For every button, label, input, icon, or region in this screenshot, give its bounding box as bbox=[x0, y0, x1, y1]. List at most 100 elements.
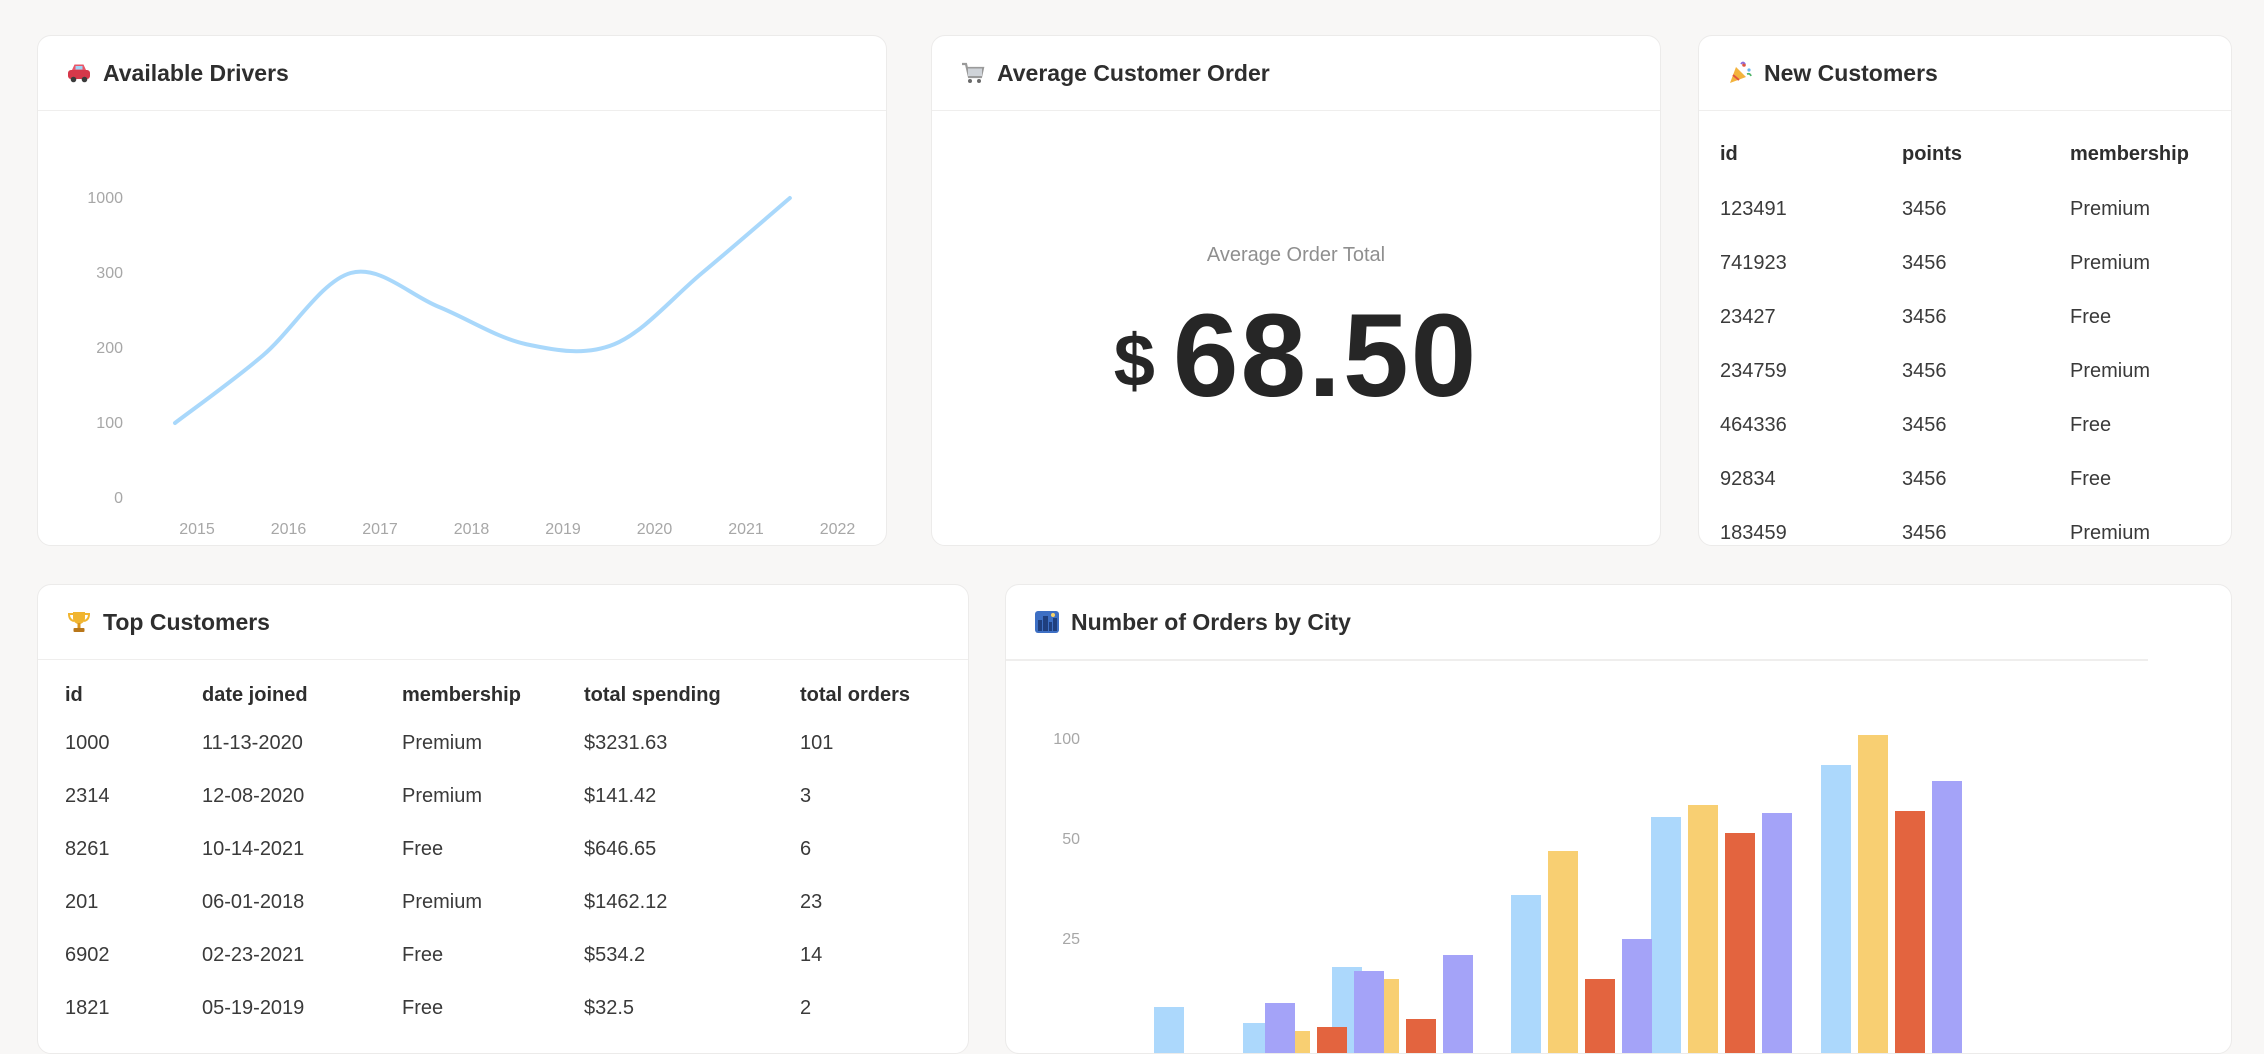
table-row: 123491 3456 Premium bbox=[1720, 182, 2230, 236]
cell-total-orders: 6 bbox=[800, 838, 812, 860]
city-bar bbox=[1858, 735, 1888, 1053]
top-customers-card: Top Customers id date joined membership … bbox=[37, 584, 969, 1054]
average-order-caption: Average Order Total bbox=[1206, 244, 1386, 266]
cell-date-joined: 02-23-2021 bbox=[202, 944, 305, 966]
new-customers-table: id points membership 123491 3456 Premium 7… bbox=[1720, 126, 2230, 545]
column-header: total spending bbox=[584, 683, 721, 706]
table-row: 183459 3456 Premium bbox=[1720, 506, 2230, 545]
cell-id: 1000 bbox=[65, 732, 110, 754]
table-row: 23427 3456 Free bbox=[1720, 290, 2230, 344]
x-tick-label: 2017 bbox=[362, 521, 398, 538]
table-row: 1000 11-13-2020 Premium $3231.63 101 bbox=[65, 717, 940, 770]
column-header: points bbox=[1902, 142, 1962, 165]
card-title: Number of Orders by City bbox=[1071, 608, 1351, 635]
card-title: Available Drivers bbox=[103, 59, 289, 86]
y-tick-label: 0 bbox=[114, 490, 123, 507]
orders-by-city-bar-chart: 25 50 100 bbox=[1053, 731, 1962, 1053]
drivers-line-chart: 0 100 200 300 1000 2015 2016 2017 2018 2019 2020 20… bbox=[87, 190, 856, 538]
x-tick-label: 2016 bbox=[271, 521, 307, 538]
city-bar bbox=[1762, 813, 1792, 1053]
table-row: 2314 12-08-2020 Premium $141.42 3 bbox=[65, 770, 940, 823]
table-header-row: id date joined membership total spending… bbox=[65, 673, 940, 717]
cell-id: 183459 bbox=[1720, 521, 1787, 544]
cell-date-joined: 12-08-2020 bbox=[202, 785, 305, 807]
cell-membership: Free bbox=[2070, 467, 2112, 490]
x-tick-label: 2019 bbox=[545, 521, 581, 538]
city-bar bbox=[1511, 895, 1541, 1053]
average-order-number: 68.50 bbox=[1172, 290, 1479, 422]
cell-total-orders: 14 bbox=[800, 944, 823, 966]
card-title: Top Customers bbox=[103, 608, 270, 635]
table-header-row: id points membership bbox=[1720, 126, 2230, 182]
cell-total-spending: $141.42 bbox=[584, 785, 657, 807]
y-tick-label: 25 bbox=[1062, 931, 1080, 948]
cell-id: 6902 bbox=[65, 944, 110, 966]
column-header: id bbox=[1720, 142, 1738, 165]
cell-membership: Free bbox=[402, 944, 444, 966]
top-customers-table: id date joined membership total spending… bbox=[65, 673, 940, 1035]
cell-date-joined: 06-01-2018 bbox=[202, 891, 305, 913]
cell-membership: Premium bbox=[2070, 359, 2151, 382]
cell-total-orders: 23 bbox=[800, 891, 823, 913]
cell-date-joined: 11-13-2020 bbox=[202, 732, 303, 754]
city-bar bbox=[1932, 781, 1962, 1053]
y-tick-label: 300 bbox=[96, 265, 123, 282]
city-bar bbox=[1265, 1003, 1295, 1053]
table-row: 92834 3456 Free bbox=[1720, 452, 2230, 506]
cell-total-spending: $3231.63 bbox=[584, 732, 668, 754]
cell-id: 741923 bbox=[1720, 251, 1787, 274]
cell-points: 3456 bbox=[1902, 413, 1947, 436]
y-tick-label: 200 bbox=[96, 340, 123, 357]
cell-id: 8261 bbox=[65, 838, 110, 860]
cell-total-spending: $646.65 bbox=[584, 838, 657, 860]
cell-points: 3456 bbox=[1902, 359, 1947, 382]
city-bar bbox=[1821, 765, 1851, 1053]
cell-points: 3456 bbox=[1902, 251, 1947, 274]
new-customers-card: New Customers id points membership 12349… bbox=[1698, 35, 2232, 546]
city-skyline-icon bbox=[1033, 608, 1061, 636]
cell-points: 3456 bbox=[1902, 521, 1947, 544]
column-header: membership bbox=[402, 683, 521, 706]
table-row: 1821 05-19-2019 Free $32.5 2 bbox=[65, 982, 940, 1035]
y-tick-label: 100 bbox=[96, 415, 123, 432]
table-row: 464336 3456 Free bbox=[1720, 398, 2230, 452]
city-bar bbox=[1622, 939, 1652, 1053]
table-row: 234759 3456 Premium bbox=[1720, 344, 2230, 398]
cell-points: 3456 bbox=[1902, 467, 1947, 490]
city-bar bbox=[1688, 805, 1718, 1053]
table-row: 6902 02-23-2021 Free $534.2 14 bbox=[65, 929, 940, 982]
column-header: total orders bbox=[800, 683, 911, 706]
cell-total-spending: $1462.12 bbox=[584, 891, 668, 913]
cell-id: 234759 bbox=[1720, 359, 1787, 382]
table-row: 741923 3456 Premium bbox=[1720, 236, 2230, 290]
cell-id: 23427 bbox=[1720, 305, 1776, 328]
city-bar bbox=[1443, 955, 1473, 1053]
city-bar bbox=[1548, 851, 1578, 1053]
city-bar bbox=[1895, 811, 1925, 1053]
header-divider bbox=[1006, 659, 2148, 661]
cell-total-orders: 3 bbox=[800, 785, 812, 807]
x-tick-label: 2018 bbox=[454, 521, 490, 538]
table-row: 8261 10-14-2021 Free $646.65 6 bbox=[65, 823, 940, 876]
cell-id: 2314 bbox=[65, 785, 110, 807]
available-drivers-card: Available Drivers 0 100 200 300 1000 2015 2016… bbox=[37, 35, 887, 546]
cell-membership: Premium bbox=[2070, 197, 2151, 220]
cell-membership: Premium bbox=[2070, 251, 2151, 274]
cell-membership: Free bbox=[2070, 305, 2112, 328]
y-tick-label: 50 bbox=[1062, 831, 1080, 848]
card-header: Available Drivers bbox=[38, 36, 886, 111]
x-tick-label: 2022 bbox=[820, 521, 856, 538]
city-bar bbox=[1406, 1019, 1436, 1053]
currency-symbol: $ bbox=[1113, 319, 1155, 402]
trophy-icon bbox=[65, 608, 93, 636]
cell-id: 464336 bbox=[1720, 413, 1787, 436]
car-icon bbox=[65, 59, 93, 87]
party-popper-icon bbox=[1726, 59, 1754, 87]
cell-points: 3456 bbox=[1902, 197, 1947, 220]
y-tick-label: 1000 bbox=[87, 190, 123, 207]
cell-points: 3456 bbox=[1902, 305, 1947, 328]
table-row: 201 06-01-2018 Premium $1462.12 23 bbox=[65, 876, 940, 929]
shopping-cart-icon bbox=[959, 59, 987, 87]
cell-membership: Premium bbox=[2070, 521, 2151, 544]
orders-by-city-card: Number of Orders by City 25 50 100 bbox=[1005, 584, 2232, 1054]
